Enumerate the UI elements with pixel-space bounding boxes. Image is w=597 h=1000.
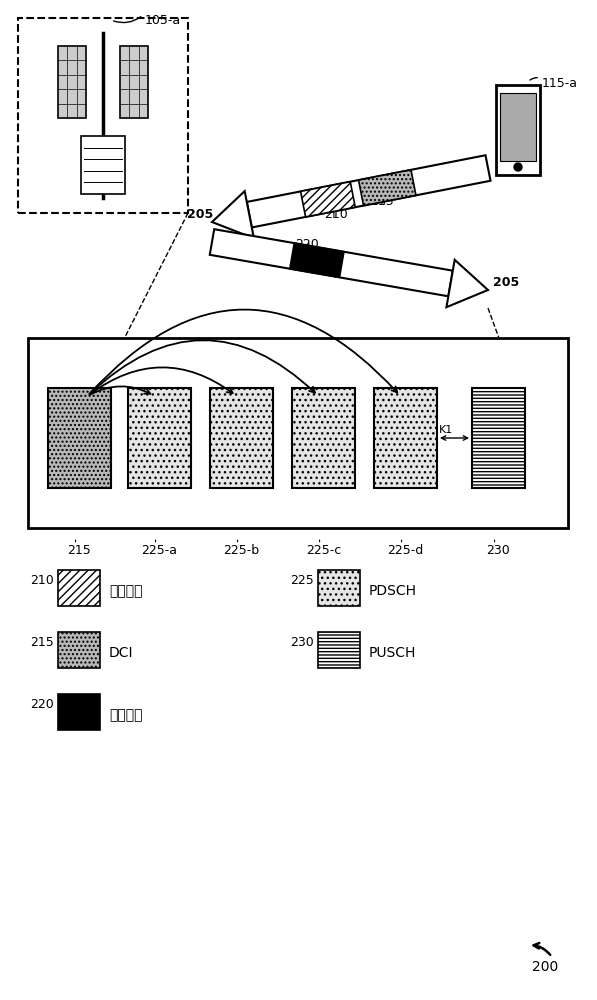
Circle shape xyxy=(514,163,522,171)
Text: 225-d: 225-d xyxy=(387,544,424,557)
Bar xyxy=(58,570,100,606)
Text: PDSCH: PDSCH xyxy=(369,584,417,598)
Text: 220: 220 xyxy=(295,238,319,251)
Bar xyxy=(500,93,536,161)
Text: 215: 215 xyxy=(370,195,394,208)
Bar xyxy=(472,388,525,488)
Text: 105-a: 105-a xyxy=(145,14,181,27)
Text: 205: 205 xyxy=(493,276,519,290)
Polygon shape xyxy=(300,182,355,217)
Text: 210: 210 xyxy=(30,574,54,587)
Text: 220: 220 xyxy=(30,698,54,711)
Text: 115-a: 115-a xyxy=(542,77,578,90)
Bar xyxy=(374,388,437,488)
Bar xyxy=(128,388,191,488)
Text: 225: 225 xyxy=(290,574,314,587)
Bar xyxy=(120,46,148,118)
Text: 210: 210 xyxy=(324,208,348,221)
Polygon shape xyxy=(290,243,344,277)
Text: 205: 205 xyxy=(187,209,213,222)
Text: 225-b: 225-b xyxy=(223,544,260,557)
Text: 225-c: 225-c xyxy=(306,544,341,557)
Bar xyxy=(48,388,111,488)
Text: PUSCH: PUSCH xyxy=(369,646,416,660)
Polygon shape xyxy=(359,170,416,206)
Polygon shape xyxy=(212,191,254,238)
Bar xyxy=(58,46,86,118)
Text: DCI: DCI xyxy=(109,646,134,660)
Polygon shape xyxy=(247,155,491,227)
Text: 共享信道: 共享信道 xyxy=(109,708,143,722)
Text: K1: K1 xyxy=(439,425,453,435)
Text: 230: 230 xyxy=(290,636,314,649)
Bar xyxy=(496,85,540,175)
Text: 215: 215 xyxy=(67,544,91,557)
Bar xyxy=(58,632,100,668)
Polygon shape xyxy=(447,260,488,307)
Bar xyxy=(318,632,360,668)
Text: 225-a: 225-a xyxy=(141,544,177,557)
Bar xyxy=(210,388,273,488)
Text: 控制消息: 控制消息 xyxy=(109,584,143,598)
Bar xyxy=(292,388,355,488)
Bar xyxy=(81,136,125,194)
Bar xyxy=(18,18,188,213)
Text: 215: 215 xyxy=(30,636,54,649)
Bar xyxy=(318,570,360,606)
Text: 200: 200 xyxy=(532,960,558,974)
Bar xyxy=(28,338,568,528)
Text: 230: 230 xyxy=(487,544,510,557)
Bar xyxy=(58,694,100,730)
Polygon shape xyxy=(210,229,453,296)
